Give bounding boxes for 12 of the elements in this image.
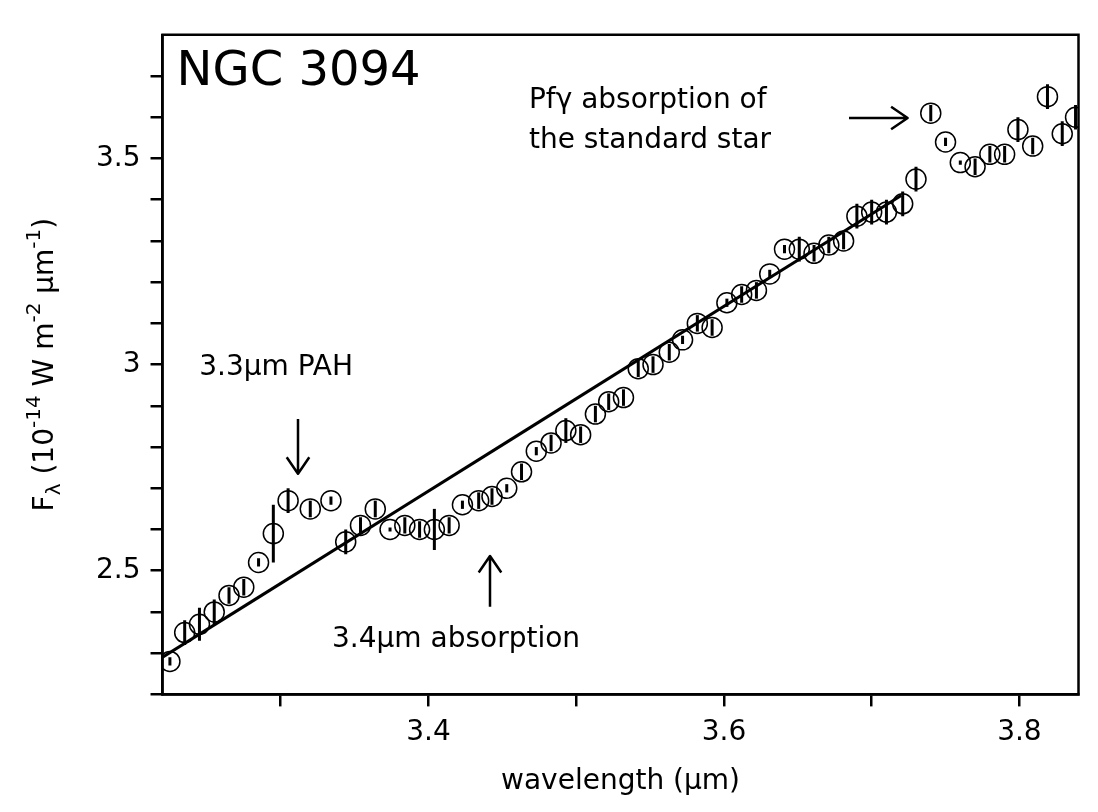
chart-title: NGC 3094 (176, 40, 421, 97)
x-axis-title: wavelength (μm) (501, 763, 740, 797)
text: Fλ (10-14 W m-2 μm-1) (21, 217, 65, 512)
y-tick-label: 2.5 (96, 552, 141, 586)
annotation: 3.3μm PAH (199, 348, 353, 382)
x-tick-label: 3.4 (406, 714, 451, 748)
y-tick-label: 3.5 (96, 139, 141, 173)
x-tick-label: 3.6 (701, 714, 747, 748)
annotation: Pfγ absorption of the standard star (528, 81, 772, 155)
annotation: 3.4μm absorption (331, 620, 581, 654)
y-tick-label: 3 (122, 345, 141, 379)
x-tick-label: 3.8 (997, 714, 1042, 748)
